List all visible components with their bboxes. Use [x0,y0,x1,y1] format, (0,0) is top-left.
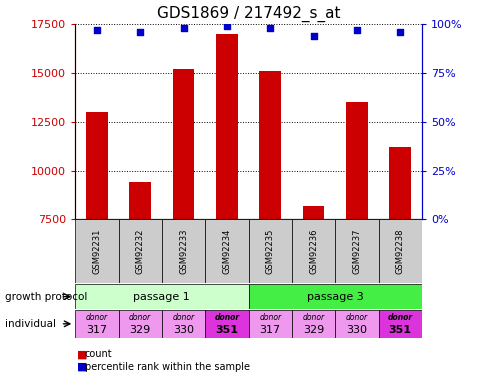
Text: passage 1: passage 1 [133,292,190,302]
Text: donor: donor [172,313,194,322]
Text: GSM92232: GSM92232 [136,228,144,274]
Text: GSM92234: GSM92234 [222,228,231,274]
Bar [172,69,194,219]
Point [309,33,317,39]
Text: 351: 351 [215,325,238,335]
Bar [129,182,151,219]
Bar [75,284,248,309]
Point [266,25,273,31]
Text: GSM92235: GSM92235 [265,228,274,274]
Text: GSM92237: GSM92237 [352,228,361,274]
Text: GSM92233: GSM92233 [179,228,188,274]
Bar [215,34,237,219]
Bar [248,310,291,338]
Text: donor: donor [258,313,281,322]
Point [352,27,360,33]
Text: donor: donor [129,313,151,322]
Text: 330: 330 [346,325,367,335]
Text: ■: ■ [76,350,87,359]
Text: donor: donor [387,313,412,322]
Bar [162,219,205,283]
Text: GSM92231: GSM92231 [92,228,101,274]
Point [136,29,144,35]
Title: GDS1869 / 217492_s_at: GDS1869 / 217492_s_at [156,5,340,22]
Text: percentile rank within the sample: percentile rank within the sample [85,362,249,372]
Bar [378,310,421,338]
Text: GSM92236: GSM92236 [308,228,318,274]
Text: donor: donor [86,313,107,322]
Bar [291,310,334,338]
Text: donor: donor [345,313,367,322]
Bar [205,219,248,283]
Bar [248,219,291,283]
Bar [302,206,324,219]
Bar [86,112,107,219]
Text: ■: ■ [76,362,87,372]
Text: individual: individual [5,319,56,329]
Text: growth protocol: growth protocol [5,292,87,302]
Bar [334,310,378,338]
Text: 329: 329 [302,325,323,335]
Text: donor: donor [302,313,324,322]
Text: passage 3: passage 3 [306,292,363,302]
Point [179,25,187,31]
Text: GSM92238: GSM92238 [395,228,404,274]
Bar [162,310,205,338]
Bar [334,219,378,283]
Bar [259,71,281,219]
Bar [118,219,162,283]
Bar [75,219,118,283]
Bar [118,310,162,338]
Point [223,23,230,29]
Bar [205,310,248,338]
Text: donor: donor [214,313,239,322]
Text: 317: 317 [86,325,107,335]
Point [93,27,101,33]
Point [395,29,403,35]
Bar [248,284,421,309]
Text: 317: 317 [259,325,280,335]
Text: 330: 330 [173,325,194,335]
Text: count: count [85,350,112,359]
Text: 351: 351 [388,325,411,335]
Bar [389,147,410,219]
Bar [378,219,421,283]
Text: 329: 329 [129,325,151,335]
Bar [291,219,334,283]
Bar [75,310,118,338]
Bar [346,102,367,219]
